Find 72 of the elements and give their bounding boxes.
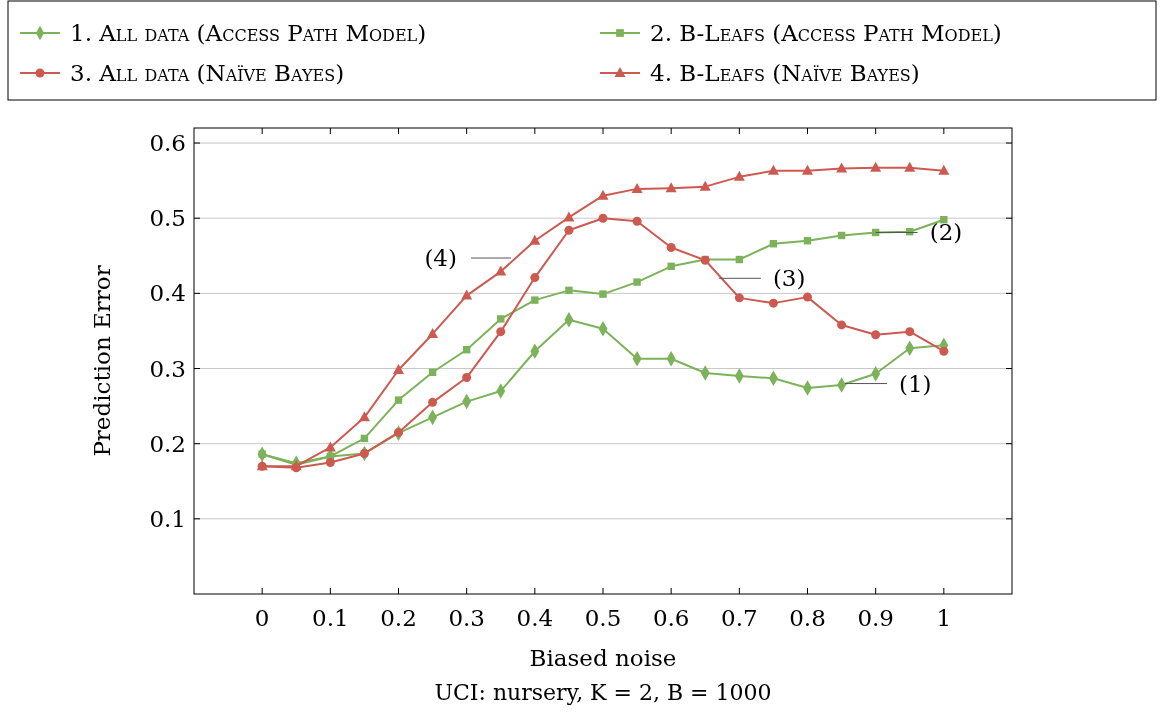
point bbox=[461, 289, 473, 300]
annotation: (1) bbox=[898, 370, 932, 397]
x-axis-title: Biased noise bbox=[529, 645, 677, 671]
point bbox=[427, 327, 439, 338]
point bbox=[394, 427, 403, 437]
x-tick-label: 0.9 bbox=[857, 605, 894, 631]
point bbox=[394, 396, 403, 404]
point bbox=[836, 162, 848, 173]
point bbox=[938, 164, 950, 175]
legend-label: 4. B-Leafs (Naïve Bayes) bbox=[650, 60, 920, 86]
y-tick-label: 0.2 bbox=[149, 430, 186, 457]
point bbox=[734, 293, 744, 303]
x-tick-label: 0.1 bbox=[312, 605, 349, 631]
point bbox=[767, 164, 779, 175]
point bbox=[939, 346, 949, 356]
x-tick-label: 0.5 bbox=[584, 605, 622, 631]
point bbox=[462, 373, 472, 383]
point bbox=[632, 216, 642, 226]
point bbox=[497, 315, 505, 323]
point bbox=[531, 296, 539, 304]
point bbox=[599, 290, 607, 298]
point bbox=[496, 327, 506, 337]
point bbox=[733, 170, 745, 181]
point bbox=[837, 320, 847, 330]
point bbox=[359, 448, 369, 458]
annotation: (3) bbox=[772, 265, 806, 292]
legend-label: 3. All data (Naïve Bayes) bbox=[70, 60, 345, 86]
point bbox=[631, 182, 643, 193]
point bbox=[904, 161, 916, 172]
point bbox=[667, 262, 675, 270]
point bbox=[803, 292, 812, 302]
text: UCI: nursery, K = 2, B = 1000 bbox=[434, 680, 772, 705]
point bbox=[905, 327, 915, 337]
point bbox=[358, 411, 370, 422]
x-tick-label: 0.7 bbox=[721, 605, 758, 631]
point bbox=[802, 164, 813, 175]
point bbox=[428, 397, 438, 407]
x-tick-label: 0.3 bbox=[448, 605, 485, 631]
y-tick-label: 0.6 bbox=[149, 130, 186, 157]
legend-label: 2. B-Leafs (Access Path Model) bbox=[650, 20, 1002, 46]
x-tick-label: 0.2 bbox=[380, 605, 417, 631]
point bbox=[563, 211, 575, 222]
y-tick-label: 0.1 bbox=[149, 505, 186, 532]
y-tick-label: 0.3 bbox=[149, 355, 186, 382]
annotation: (2) bbox=[929, 219, 963, 246]
x-tick-label: 0.4 bbox=[516, 605, 554, 631]
x-tick-label: 0.8 bbox=[789, 605, 826, 631]
point bbox=[564, 225, 574, 235]
y-tick-label: 0.5 bbox=[149, 205, 186, 232]
point bbox=[665, 182, 677, 193]
point bbox=[870, 161, 882, 172]
x-tick-label: 0.6 bbox=[652, 605, 690, 631]
x-tick-label: 1 bbox=[936, 605, 952, 631]
legend-label: 1. All data (Access Path Model) bbox=[70, 20, 427, 46]
point bbox=[633, 278, 641, 286]
point bbox=[393, 364, 404, 375]
point bbox=[565, 286, 573, 295]
annotation: (4) bbox=[424, 245, 457, 272]
point bbox=[666, 243, 676, 253]
point bbox=[768, 298, 778, 308]
point bbox=[495, 265, 507, 276]
point bbox=[699, 180, 711, 191]
point bbox=[324, 441, 336, 452]
point bbox=[325, 457, 335, 467]
point bbox=[529, 234, 541, 245]
y-tick-label: 0.4 bbox=[149, 280, 186, 307]
x-tick-label: 0 bbox=[254, 605, 270, 631]
point bbox=[530, 273, 540, 283]
point bbox=[871, 330, 881, 340]
y-axis-title: Prediction Error bbox=[89, 265, 115, 457]
point bbox=[598, 213, 608, 223]
point bbox=[597, 189, 609, 200]
